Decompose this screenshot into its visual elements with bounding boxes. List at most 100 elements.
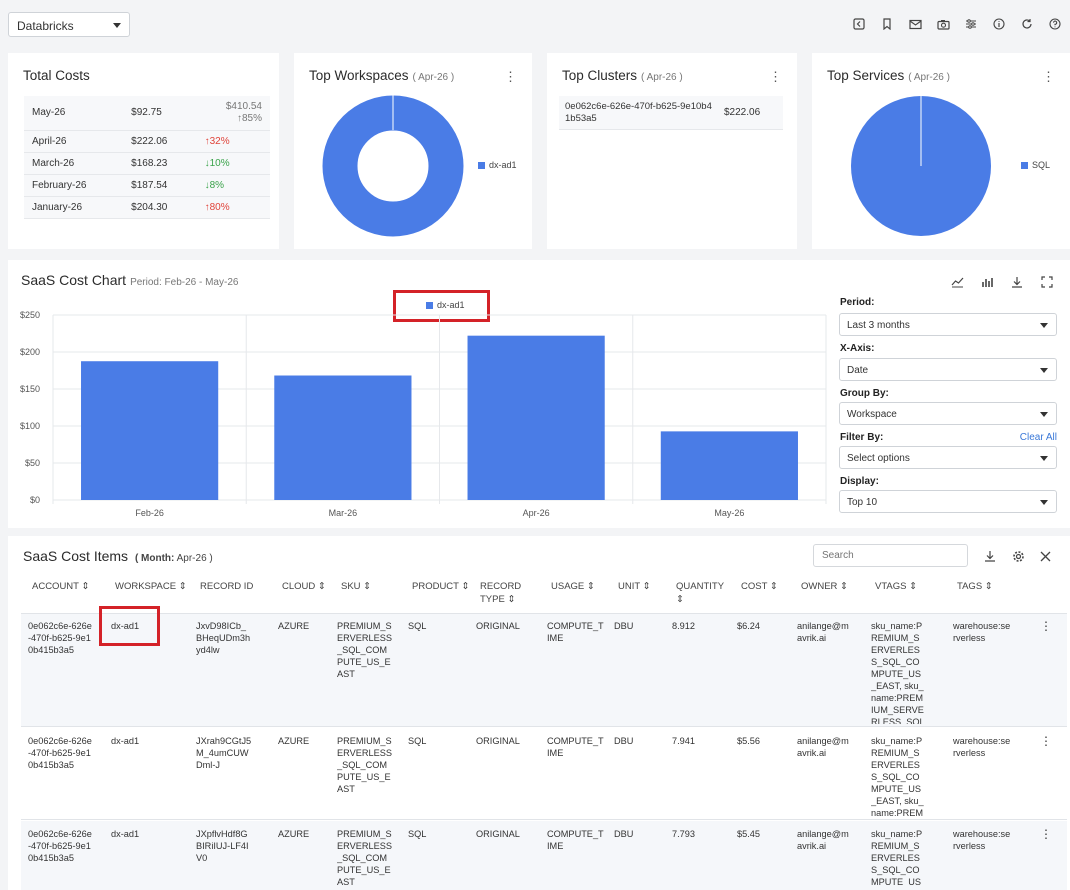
search-input[interactable] xyxy=(813,544,968,567)
top-workspaces-card: Top Workspaces( Apr-26 ) ⋮ dx-ad1 xyxy=(294,53,532,249)
total-costs-row: February-26 $187.54 ↓8% xyxy=(24,174,270,197)
column-header[interactable]: VTAGS ⇕ xyxy=(875,581,918,592)
cell-record-type: ORIGINAL xyxy=(476,621,520,631)
kebab-menu-icon[interactable]: ⋮ xyxy=(1042,69,1055,84)
y-tick-label: $200 xyxy=(20,347,40,357)
cell-product: SQL xyxy=(408,829,427,839)
column-header[interactable]: TAGS ⇕ xyxy=(957,581,993,592)
cell-account: 0e062c6e-626e-470f-b625-9e10b415b3a5 xyxy=(28,621,92,655)
kebab-menu-icon[interactable]: ⋮ xyxy=(504,69,517,84)
groupby-select-value: Workspace xyxy=(847,409,897,420)
column-header[interactable]: RECORD ID xyxy=(200,581,254,592)
change-value: ↑32% xyxy=(196,130,270,153)
bar-feb-26[interactable] xyxy=(81,361,219,500)
back-icon[interactable] xyxy=(850,16,868,32)
workspaces-donut-chart xyxy=(322,94,464,237)
download-icon[interactable] xyxy=(981,548,999,564)
bookmark-icon[interactable] xyxy=(878,16,896,32)
month-value: Apr-26 ) xyxy=(176,553,213,564)
xaxis-select-value: Date xyxy=(847,365,869,376)
cell-quantity: 7.793 xyxy=(672,829,695,839)
cell-unit: DBU xyxy=(614,621,634,631)
bar-chart-icon[interactable] xyxy=(978,274,996,290)
bar-mar-26[interactable] xyxy=(274,375,412,500)
column-header[interactable]: ACCOUNT ⇕ xyxy=(32,581,90,592)
filterby-placeholder: Select options xyxy=(847,453,910,464)
info-icon[interactable] xyxy=(990,16,1008,32)
filterby-label: Filter By: xyxy=(840,432,884,443)
row-menu-icon[interactable]: ⋮ xyxy=(1040,619,1052,633)
mail-icon[interactable] xyxy=(906,16,924,32)
cost-value: $187.54 xyxy=(123,174,197,197)
y-tick-label: $150 xyxy=(20,384,40,394)
cell-account: 0e062c6e-626e-470f-b625-9e10b415b3a5 xyxy=(28,736,92,770)
close-icon[interactable] xyxy=(1036,548,1054,564)
x-tick-label: May-26 xyxy=(714,508,744,518)
cell-record-id: JxvD98ICb_BHeqUDm3hyd4lw xyxy=(196,621,251,655)
line-chart-icon[interactable] xyxy=(948,274,966,290)
column-header[interactable]: OWNER ⇕ xyxy=(801,581,849,592)
month-label: February-26 xyxy=(24,174,124,197)
top-services-card: Top Services( Apr-26 ) ⋮ SQL xyxy=(812,53,1070,249)
period-select-value: Last 3 months xyxy=(847,320,910,331)
cell-cost: $5.45 xyxy=(737,829,760,839)
cell-record-type: ORIGINAL xyxy=(476,736,520,746)
change-value: ↓8% xyxy=(196,174,270,197)
column-header[interactable]: PRODUCT ⇕ xyxy=(412,581,470,592)
cell-cost: $6.24 xyxy=(737,621,760,631)
forecast-value: $410.54 xyxy=(225,100,262,112)
top-clusters-title: Top Clusters( Apr-26 ) xyxy=(562,68,683,83)
top-clusters-card: Top Clusters( Apr-26 ) ⋮ 0e062c6e-626e-4… xyxy=(547,53,797,249)
download-icon[interactable] xyxy=(1008,274,1026,290)
column-header[interactable]: USAGE ⇕ xyxy=(551,581,595,592)
cost-value: $222.06 xyxy=(123,130,197,153)
cell-sku: PREMIUM_SERVERLESS_SQL_COMPUTE_US_EAST xyxy=(337,621,392,679)
refresh-icon[interactable] xyxy=(1018,16,1036,32)
column-header[interactable]: QUANTITY ⇕ xyxy=(676,581,724,605)
sliders-icon[interactable] xyxy=(962,16,980,32)
column-header[interactable]: SKU ⇕ xyxy=(341,581,372,592)
cell-cloud: AZURE xyxy=(278,736,310,746)
column-header[interactable]: WORKSPACE ⇕ xyxy=(115,581,187,592)
row-menu-icon[interactable]: ⋮ xyxy=(1040,734,1052,748)
period-select[interactable]: Last 3 months xyxy=(839,313,1057,336)
table-row[interactable] xyxy=(21,821,1067,890)
cell-owner: anilange@mavrik.ai xyxy=(797,621,849,643)
filterby-select[interactable]: Select options xyxy=(839,446,1057,469)
gear-icon[interactable] xyxy=(1009,548,1027,564)
total-costs-table: May-26 $92.75 $410.54 ↑85% April-26 $222… xyxy=(24,96,270,219)
bar-apr-26[interactable] xyxy=(467,335,605,500)
cell-usage: COMPUTE_TIME xyxy=(547,829,604,851)
groupby-select[interactable]: Workspace xyxy=(839,402,1057,425)
camera-icon[interactable] xyxy=(934,16,952,32)
chart-toolbar xyxy=(948,274,1056,290)
column-header[interactable]: COST ⇕ xyxy=(741,581,778,592)
chart-legend[interactable]: dx-ad1 xyxy=(426,300,465,310)
column-header[interactable]: RECORD TYPE ⇕ xyxy=(480,581,522,605)
help-icon[interactable] xyxy=(1046,16,1064,32)
cell-vtags: sku_name:PREMIUM_SERVERLESS_SQL_COMPUTE_… xyxy=(871,736,924,817)
column-header[interactable]: CLOUD ⇕ xyxy=(282,581,326,592)
total-costs-row: April-26 $222.06 ↑32% xyxy=(24,130,270,153)
clear-all-link[interactable]: Clear All xyxy=(1019,432,1057,443)
legend-highlight-box xyxy=(393,290,490,322)
table-row[interactable] xyxy=(21,613,1067,727)
legend-swatch xyxy=(478,161,485,169)
kebab-menu-icon[interactable]: ⋮ xyxy=(769,69,782,84)
total-costs-card: Total Costs May-26 $92.75 $410.54 ↑85% A… xyxy=(8,53,279,249)
y-tick-label: $250 xyxy=(20,310,40,320)
column-header[interactable]: UNIT ⇕ xyxy=(618,581,651,592)
display-select[interactable]: Top 10 xyxy=(839,490,1057,513)
cell-tags: warehouse:serverless xyxy=(953,736,1011,758)
bar-may-26[interactable] xyxy=(660,431,798,500)
cell-owner: anilange@mavrik.ai xyxy=(797,736,849,758)
table-row[interactable] xyxy=(21,728,1067,820)
legend-swatch xyxy=(426,301,433,309)
x-tick-label: Apr-26 xyxy=(523,508,550,518)
row-menu-icon[interactable]: ⋮ xyxy=(1040,827,1052,841)
xaxis-select[interactable]: Date xyxy=(839,358,1057,381)
cell-usage: COMPUTE_TIME xyxy=(547,621,604,643)
fullscreen-icon[interactable] xyxy=(1038,274,1056,290)
top-toolbar xyxy=(850,16,1064,32)
datasource-dropdown[interactable]: Databricks xyxy=(8,12,130,37)
